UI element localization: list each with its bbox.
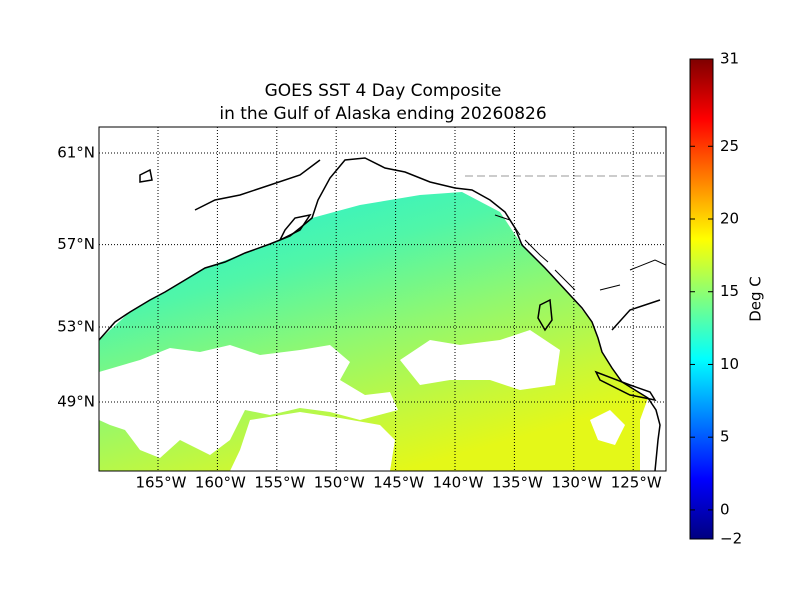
cloud	[99, 345, 398, 458]
coastline	[494, 214, 666, 291]
colorbar-label: Deg C	[747, 276, 765, 322]
lat-tick-label: 49°N	[57, 392, 95, 410]
lat-tick-label: 61°N	[57, 144, 95, 162]
colorbar-tick-label: 31	[720, 50, 739, 68]
lon-tick-label: 135°W	[492, 474, 543, 492]
colorbar-tick-label: 20	[720, 210, 739, 228]
cloud	[400, 330, 560, 390]
lon-tick-label: 145°W	[373, 474, 424, 492]
lon-tick-label: 165°W	[136, 474, 187, 492]
colorbar-tick-label: 0	[720, 500, 730, 518]
coastline	[99, 157, 661, 471]
colorbar-tick-label: 5	[720, 428, 730, 446]
colorbar-tick-label: 10	[720, 355, 739, 373]
title-line: GOES SST 4 Day Composite	[265, 81, 502, 101]
lon-tick-label: 150°W	[314, 474, 365, 492]
lon-tick-label: 155°W	[254, 474, 305, 492]
lon-tick-label: 130°W	[551, 474, 602, 492]
colorbar	[689, 58, 714, 540]
lon-tick-label: 160°W	[195, 474, 246, 492]
lat-tick-label: 53°N	[57, 317, 95, 335]
lat-tick-label: 57°N	[57, 235, 95, 253]
colorbar-tick-label: 15	[720, 282, 739, 300]
title-line: in the Gulf of Alaska ending 20260826	[219, 104, 546, 124]
colorbar-tick-label: 25	[720, 137, 739, 155]
cloud	[590, 410, 625, 445]
lon-tick-label: 125°W	[611, 474, 662, 492]
map-area	[99, 127, 666, 471]
colorbar-tick-label: −2	[720, 530, 742, 548]
lon-tick-label: 140°W	[433, 474, 484, 492]
cloud	[230, 412, 395, 471]
coastline	[139, 159, 661, 402]
map-frame	[98, 126, 667, 472]
